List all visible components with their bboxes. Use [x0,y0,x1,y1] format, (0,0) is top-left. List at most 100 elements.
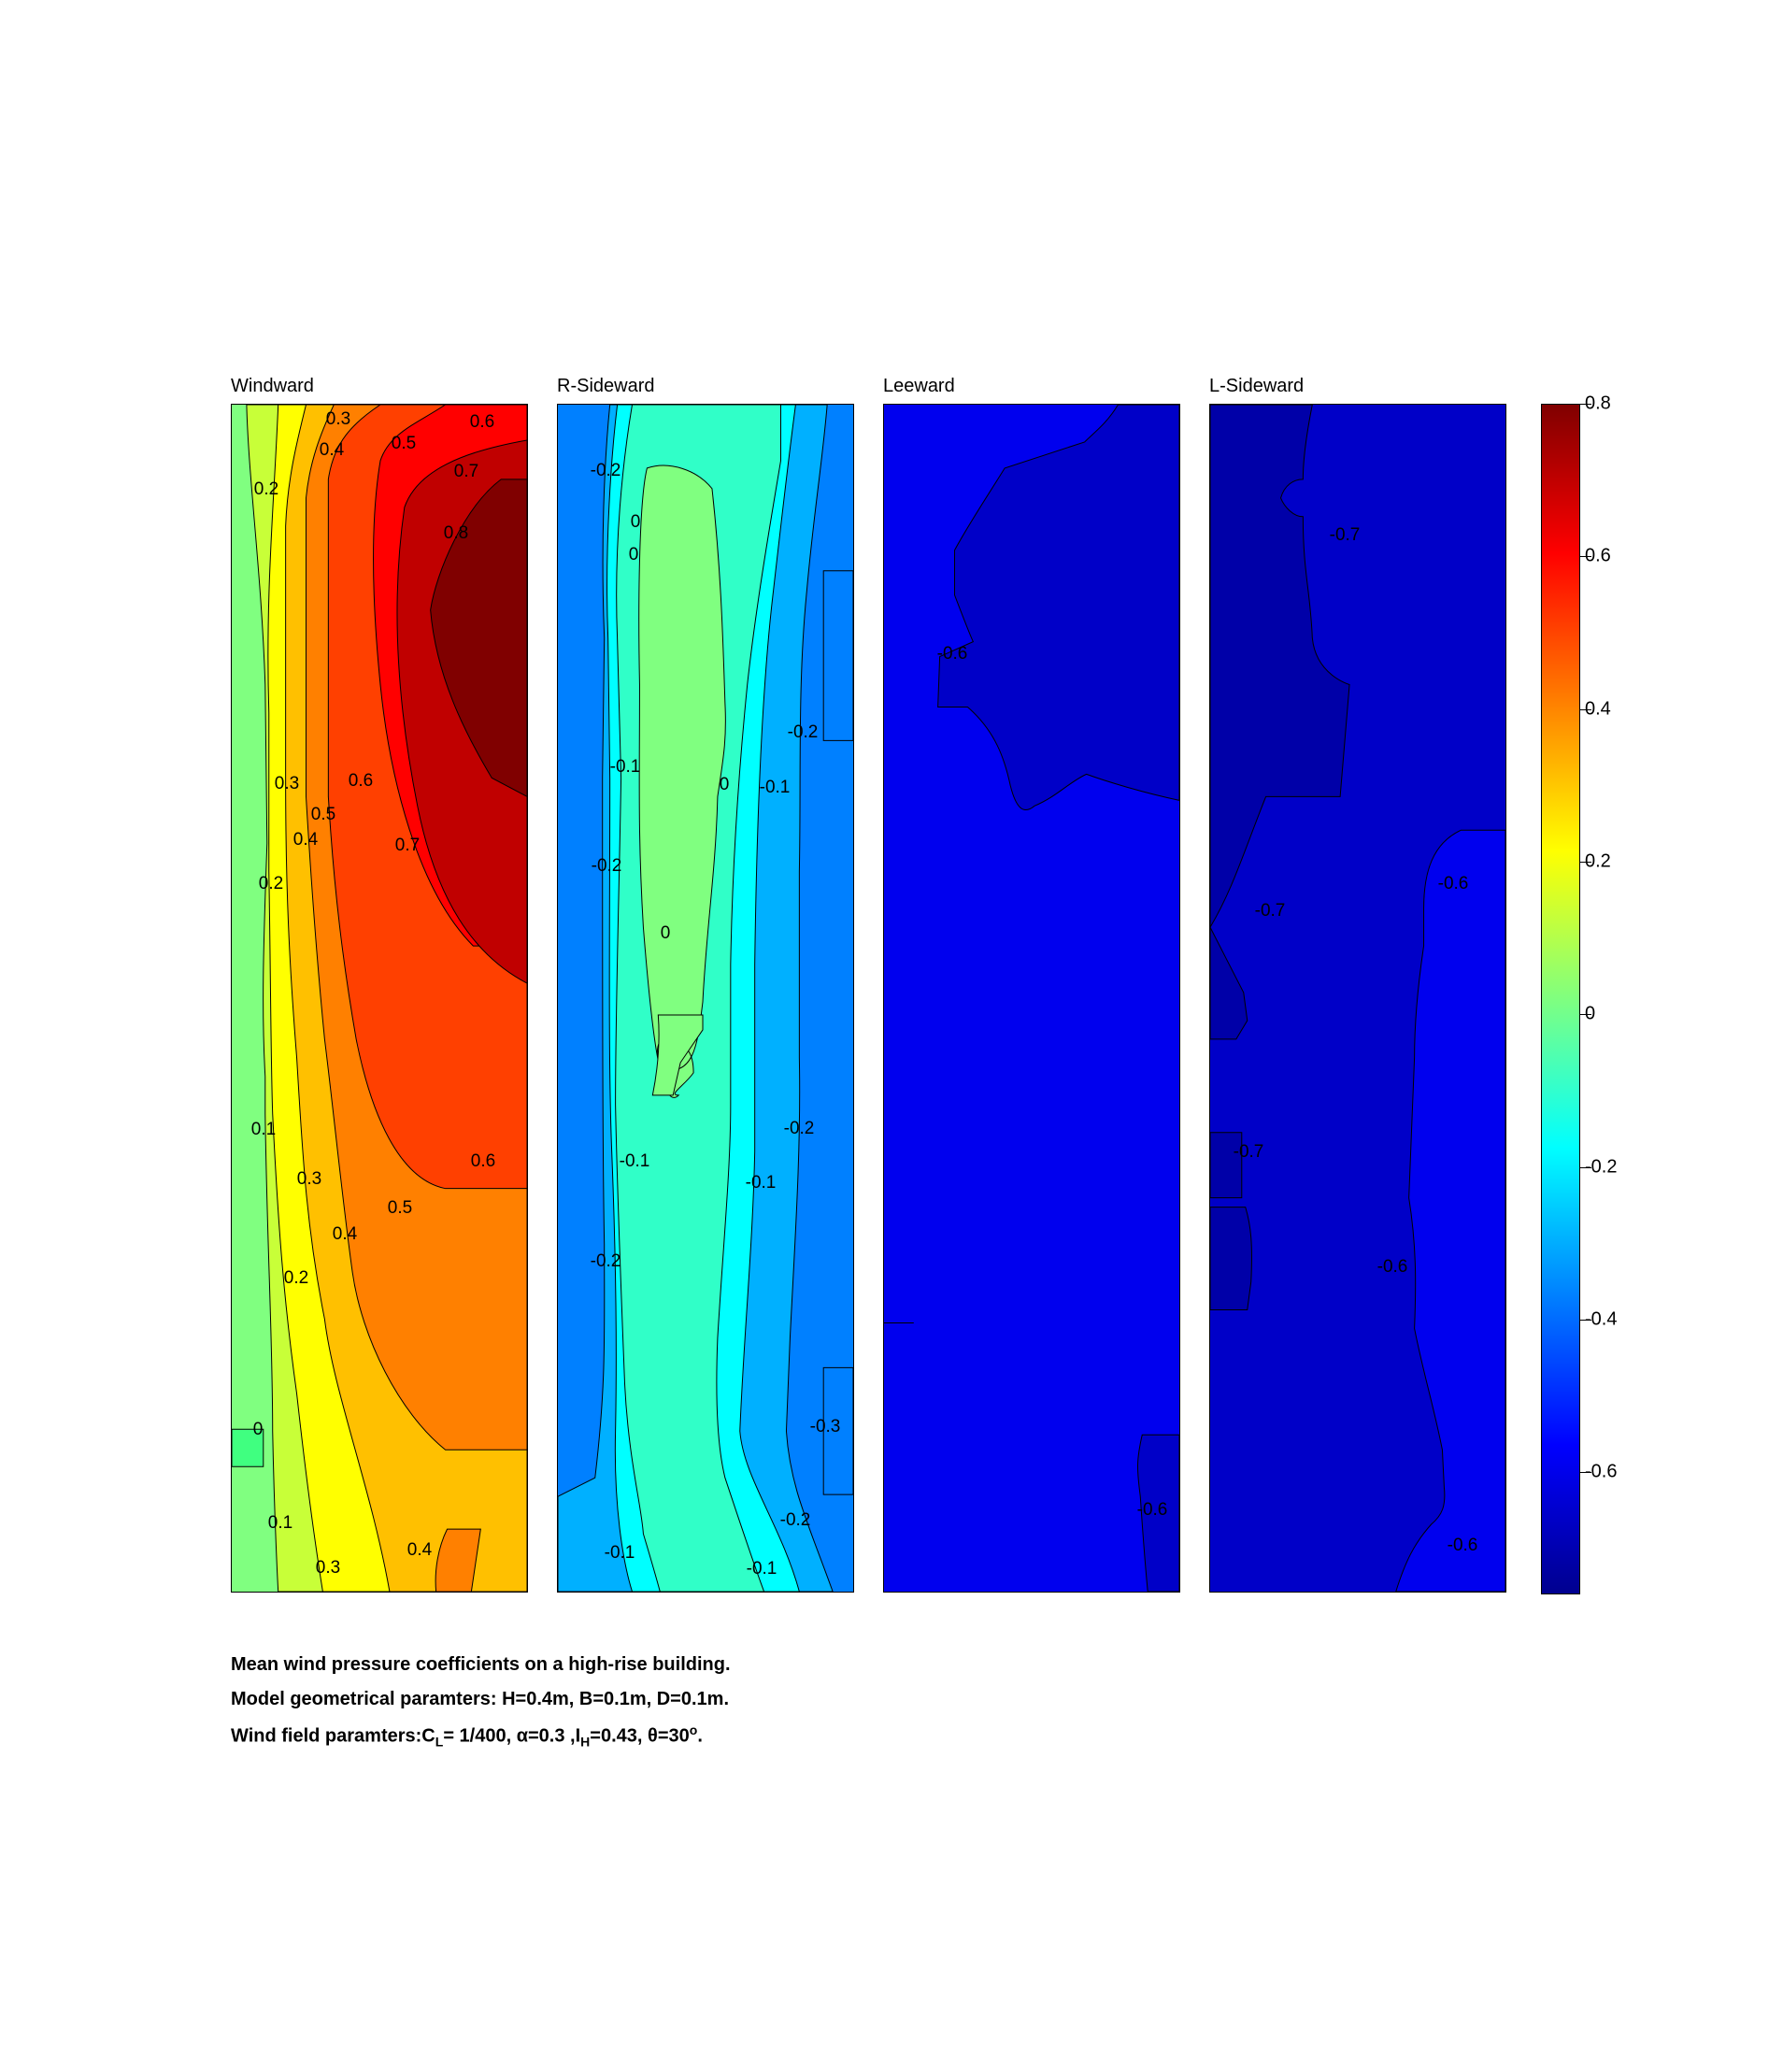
panel-title-l-sideward: L-Sideward [1209,376,1305,396]
contour-label: 0.2 [253,479,279,499]
r-sideward-contour [558,405,853,1592]
region-m0.5-right [1395,829,1505,1592]
contour-label: 0.6 [469,412,495,432]
contour-label: -0.1 [746,1559,777,1579]
contour-label: -0.1 [745,1173,777,1193]
region-m0.3-right [822,570,853,741]
l-sideward-contour [1210,405,1505,1592]
caption-subscript: H [580,1734,591,1750]
panel-title-windward: Windward [231,376,314,396]
contour-label: -0.1 [609,757,641,777]
colorbar-tick [1580,862,1591,863]
colorbar-tick-label: -0.2 [1585,1156,1618,1178]
region-0-left [232,1428,264,1467]
leeward-contour [884,405,1179,1592]
contour-label: 0.6 [348,771,374,791]
region-m0.7-bottom [1136,1434,1179,1592]
contour-label: 0.5 [310,805,336,824]
contour-label: 0.4 [319,440,345,460]
windward-contour [232,405,527,1592]
colorbar-tick [1580,1014,1591,1016]
contour-label: 0.5 [387,1198,413,1218]
contour-label: 0 [719,775,730,794]
r-sideward-panel [557,404,854,1593]
contour-label: -0.6 [1437,874,1469,893]
colorbar-tick-label: -0.4 [1585,1308,1618,1330]
contour-label: -0.2 [590,461,621,480]
contour-label: 0.2 [283,1268,309,1288]
contour-label: 0.5 [391,434,417,453]
contour-label: 0.4 [292,830,319,850]
colorbar-tick [1580,708,1591,710]
leeward-panel [883,404,1180,1593]
contour-label: 0 [252,1420,264,1439]
colorbar [1541,404,1580,1594]
caption-text: Wind field paramters:C [231,1725,435,1747]
contour-label: -0.2 [783,1119,815,1138]
contour-label: 0.7 [394,836,421,855]
contour-label: 0 [628,545,639,564]
region-m0.7-left-b [1210,1207,1252,1310]
contour-label: -0.2 [779,1510,811,1530]
windward-panel [231,404,528,1593]
contour-label: 0.4 [332,1224,358,1244]
colorbar-tick [1580,404,1591,405]
region-m0.6-top [1210,405,1350,929]
panel-title-leeward: Leeward [883,376,955,396]
colorbar-tick [1580,1166,1591,1168]
contour-label: -0.6 [1376,1257,1408,1277]
colorbar-tick-label: 0.8 [1585,393,1611,414]
colorbar-tick [1580,1320,1591,1321]
contour-label: -0.2 [590,1251,621,1271]
contour-label: 0.2 [258,874,284,893]
region-m0.7 [937,405,1179,810]
region-m0.7-left-a [1210,1132,1243,1199]
caption-text: =0.43, θ=30 [590,1725,690,1747]
contour-label: -0.3 [809,1417,841,1436]
contour-label: -0.1 [604,1543,635,1563]
colorbar-tick-label: 0.2 [1585,850,1611,872]
contour-label: -0.7 [1329,525,1361,545]
colorbar-tick-label: 0 [1585,1003,1596,1024]
contour-label: 0.1 [250,1120,277,1139]
contour-label: -0.6 [1447,1536,1478,1555]
caption-line-1: Mean wind pressure coefficients on a hig… [231,1654,731,1675]
region-0.4-bottom [435,1528,481,1592]
contour-label: 0.6 [470,1151,496,1171]
contour-label: 0 [630,512,641,532]
colorbar-tick-label: 0.4 [1585,698,1611,720]
l-sideward-panel [1209,404,1506,1593]
contour-label: -0.7 [1254,901,1286,921]
caption-line-3: Wind field paramters:CL= 1/400, α=0.3 ,I… [231,1722,703,1750]
contour-label: -0.2 [787,722,819,742]
panel-title-r-sideward: R-Sideward [557,376,655,396]
contour-label: -0.2 [591,856,622,876]
contour-label: 0.7 [453,462,479,481]
contour-label: -0.1 [759,778,791,797]
contour-label: 0.3 [274,774,300,793]
contour-label: 0 [660,923,671,943]
colorbar-tick-label: -0.6 [1585,1461,1618,1482]
caption-superscript: o [689,1722,698,1737]
colorbar-tick-label: 0.6 [1585,545,1611,566]
contour-label: 0.8 [443,523,469,543]
region-m0.3-right-low [822,1366,853,1495]
contour-label: 0.1 [267,1513,293,1533]
contour-label: 0.4 [407,1540,433,1560]
contour-label: 0.3 [315,1558,341,1578]
contour-label: 0.3 [296,1169,322,1189]
caption-line-2: Model geometrical paramters: H=0.4m, B=0… [231,1689,729,1709]
region-m0.6-mid [1210,926,1248,1040]
caption-text: . [697,1725,703,1747]
colorbar-tick [1580,556,1591,558]
region-max [430,479,527,797]
caption-text: = 1/400, α=0.3 ,I [443,1725,581,1747]
contour-label: 0.3 [325,409,351,429]
contour-label: -0.6 [1136,1500,1168,1520]
region-0.1-tail [651,1014,704,1096]
contour-label: -0.1 [619,1151,650,1171]
colorbar-tick [1580,1472,1591,1474]
caption-subscript: L [435,1734,444,1750]
contour-label: -0.6 [936,644,968,664]
contour-label: -0.7 [1233,1142,1264,1162]
